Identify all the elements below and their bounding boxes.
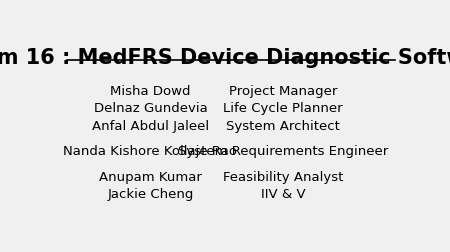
Text: Anupam Kumar: Anupam Kumar xyxy=(99,170,202,183)
Text: Project Manager: Project Manager xyxy=(229,85,337,98)
Text: IIV & V: IIV & V xyxy=(261,187,305,200)
Text: Jackie Cheng: Jackie Cheng xyxy=(107,187,194,200)
Text: System Architect: System Architect xyxy=(226,119,340,133)
Text: Team 16 : MedFRS Device Diagnostic Software: Team 16 : MedFRS Device Diagnostic Softw… xyxy=(0,48,450,68)
Text: Nanda Kishore Kollaje Rao: Nanda Kishore Kollaje Rao xyxy=(63,145,238,158)
Text: Feasibility Analyst: Feasibility Analyst xyxy=(223,170,343,183)
Text: Misha Dowd: Misha Dowd xyxy=(110,85,191,98)
Text: Anfal Abdul Jaleel: Anfal Abdul Jaleel xyxy=(92,119,209,133)
Text: System Requirements Engineer: System Requirements Engineer xyxy=(178,145,388,158)
Text: Delnaz Gundevia: Delnaz Gundevia xyxy=(94,102,207,115)
Text: Life Cycle Planner: Life Cycle Planner xyxy=(223,102,343,115)
